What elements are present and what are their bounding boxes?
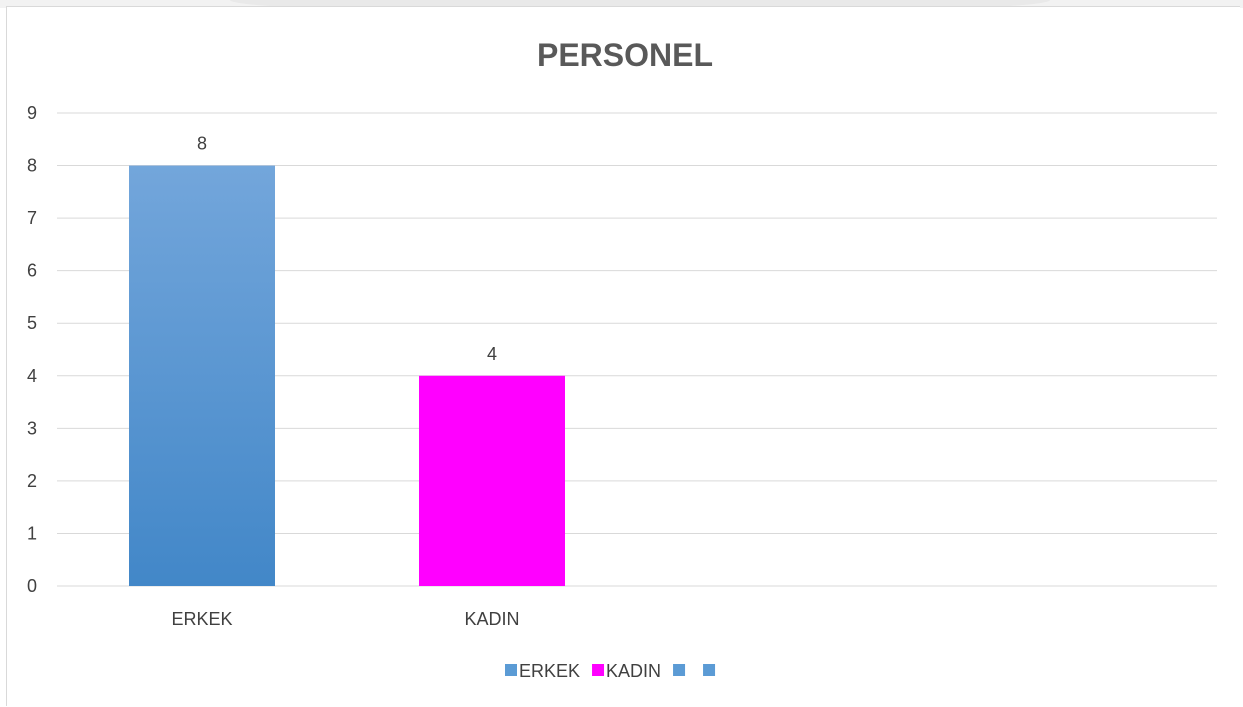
legend-label: KADIN bbox=[606, 661, 661, 681]
x-category-label: ERKEK bbox=[171, 609, 232, 629]
y-tick-label: 5 bbox=[27, 313, 37, 333]
y-axis-ticks: 0 1 2 3 4 5 6 7 8 9 bbox=[27, 103, 37, 596]
data-label-erkek: 8 bbox=[197, 134, 207, 154]
legend-swatch bbox=[592, 664, 605, 676]
y-tick-label: 1 bbox=[27, 523, 37, 543]
y-tick-label: 2 bbox=[27, 471, 37, 491]
data-label-kadin: 4 bbox=[487, 344, 497, 364]
x-category-label: KADIN bbox=[464, 609, 519, 629]
chart-title: PERSONEL bbox=[537, 37, 713, 73]
y-tick-label: 6 bbox=[27, 261, 37, 281]
y-tick-label: 0 bbox=[27, 576, 37, 596]
bar-erkek bbox=[129, 165, 275, 587]
bar-kadin bbox=[419, 375, 565, 586]
y-tick-label: 3 bbox=[27, 418, 37, 438]
legend-swatch bbox=[673, 664, 686, 676]
legend-label: ERKEK bbox=[519, 661, 580, 681]
bars bbox=[129, 165, 565, 587]
y-tick-label: 9 bbox=[27, 103, 37, 123]
x-axis-categories: ERKEK KADIN bbox=[171, 609, 519, 629]
y-tick-label: 8 bbox=[27, 156, 37, 176]
legend-swatch bbox=[703, 664, 716, 676]
y-tick-label: 7 bbox=[27, 208, 37, 228]
legend: ERKEK KADIN bbox=[505, 661, 716, 681]
legend-swatch bbox=[505, 664, 517, 676]
data-labels: 84 bbox=[197, 134, 497, 364]
y-tick-label: 4 bbox=[27, 366, 37, 386]
